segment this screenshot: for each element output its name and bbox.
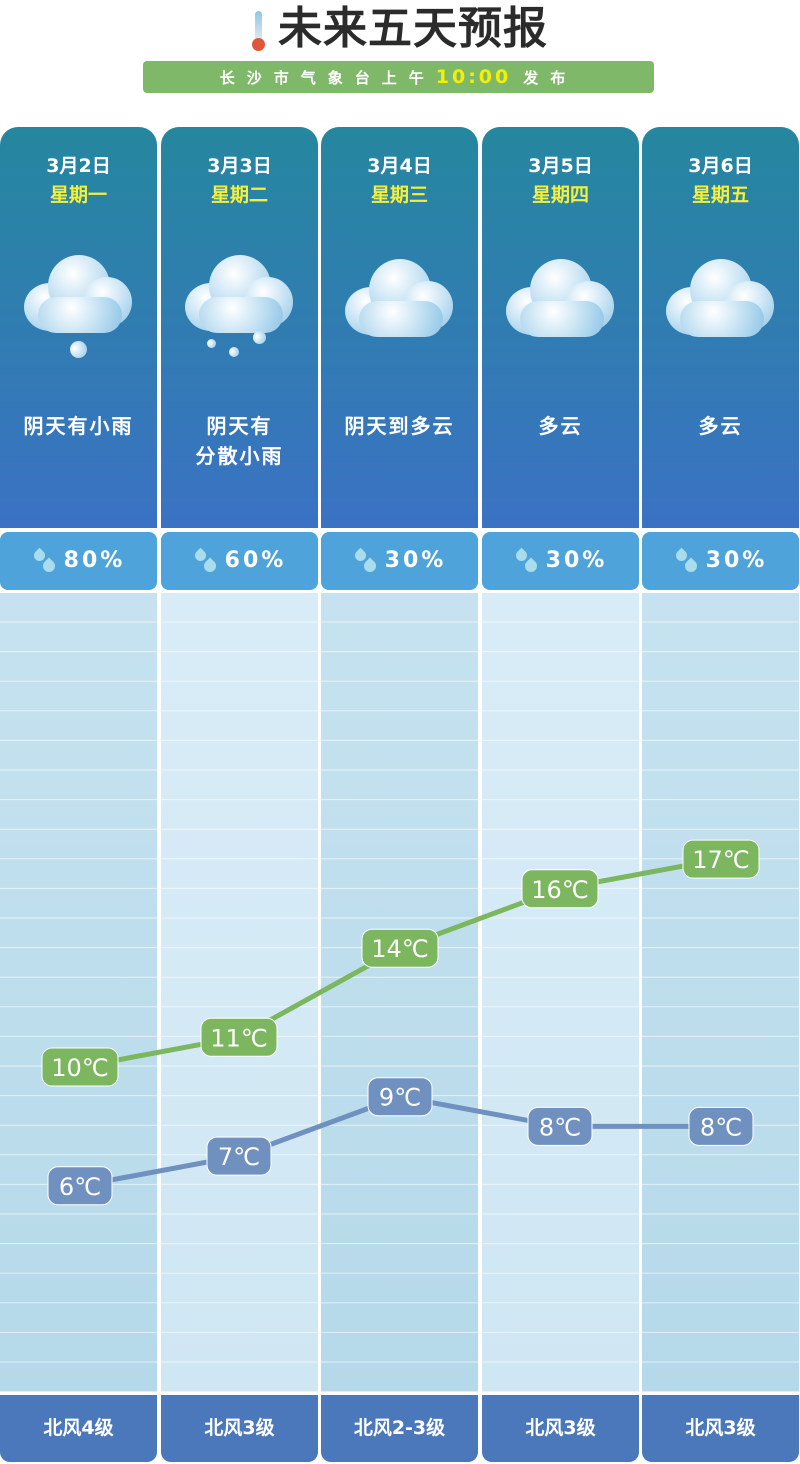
subtitle-suffix: 发布: [523, 69, 578, 87]
high-temp-badge: [200, 1017, 278, 1057]
low-temp-badge: [527, 1106, 593, 1146]
precip-value: 30%: [705, 548, 768, 573]
precipitation-chance: 80%: [0, 532, 157, 590]
high-temp-badge: [41, 1047, 119, 1087]
date: 3月4日: [367, 155, 432, 177]
weather-line: 分散小雨: [195, 444, 284, 468]
wind-forecast: 北风3级: [161, 1395, 318, 1462]
cloud-rain-icon: [23, 255, 134, 362]
weather-line: 阴天有小雨: [23, 414, 134, 438]
high-temp-badge: [361, 928, 439, 968]
precipitation-chance: 30%: [321, 532, 478, 590]
weather-description: 阴天有 分散小雨: [161, 411, 318, 471]
precipitation-chance: 60%: [161, 532, 318, 590]
wind-forecast: 北风3级: [482, 1395, 639, 1462]
title-text: 未来五天预报: [278, 3, 548, 54]
precip-value: 80%: [63, 548, 126, 573]
high-temp-label: 17℃: [692, 846, 750, 874]
high-temp-badge: [521, 869, 599, 909]
precip-value: 60%: [224, 548, 287, 573]
wind-forecast: 北风2-3级: [321, 1395, 478, 1462]
date: 3月2日: [46, 155, 111, 177]
release-time: 10:00: [435, 66, 512, 88]
subtitle-prefix: 长沙市气象台上午: [219, 69, 436, 87]
subtitle-banner: 长沙市气象台上午10:00 发布: [143, 61, 654, 93]
precipitation-chance: 30%: [642, 532, 799, 590]
plot-column: [321, 593, 478, 1392]
weekday: 星期二: [210, 184, 268, 206]
weather-line: 阴天有: [206, 414, 273, 438]
weather-description: 阴天有小雨: [0, 411, 157, 441]
cloud-icon: [505, 259, 616, 339]
weather-line: 阴天到多云: [344, 414, 455, 438]
cloud-scattered-rain-icon: [184, 255, 295, 360]
weekday: 星期三: [370, 184, 428, 206]
weather-line: 多云: [538, 414, 583, 438]
wind-forecast: 北风3级: [642, 1395, 799, 1462]
cloud-icon: [344, 259, 455, 339]
wind-forecast: 北风4级: [0, 1395, 157, 1462]
plot-column: [161, 593, 318, 1392]
day-card: 3月6日 星期五 多云: [642, 127, 799, 528]
weather-description: 多云: [642, 411, 799, 441]
weekday: 星期五: [691, 184, 749, 206]
high-temp-label: 14℃: [371, 935, 429, 963]
day-card: 3月4日 星期三 阴天到多云: [321, 127, 478, 528]
weekday: 星期四: [531, 184, 589, 206]
high-temp-label: 16℃: [531, 876, 589, 904]
day-card: 3月5日 星期四 多云: [482, 127, 639, 528]
date: 3月5日: [528, 155, 593, 177]
weekday: 星期一: [49, 184, 107, 206]
precipitation-chance: 30%: [482, 532, 639, 590]
plot-column: [642, 593, 799, 1392]
weather-description: 多云: [482, 411, 639, 441]
day-card: 3月3日 星期二 阴天有分散小雨: [161, 127, 318, 528]
thermometer-icon: [252, 11, 265, 51]
precip-value: 30%: [384, 548, 447, 573]
low-temp-label: 6℃: [59, 1173, 101, 1201]
cloud-icon: [665, 259, 776, 339]
plot-column: [482, 593, 639, 1392]
low-temp-label: 8℃: [539, 1113, 581, 1141]
weather-line: 多云: [698, 414, 743, 438]
low-temp-badge: [688, 1106, 754, 1146]
plot-column: [0, 593, 157, 1392]
low-temp-label: 9℃: [379, 1084, 421, 1112]
low-temp-badge: [367, 1077, 433, 1117]
high-temp-label: 10℃: [51, 1054, 109, 1082]
low-temp-badge: [47, 1166, 113, 1206]
precip-value: 30%: [545, 548, 608, 573]
low-temp-badge: [206, 1136, 272, 1176]
date: 3月3日: [207, 155, 272, 177]
low-temp-label: 8℃: [700, 1113, 742, 1141]
date: 3月6日: [688, 155, 753, 177]
weather-description: 阴天到多云: [321, 411, 478, 441]
day-card: 3月2日 星期一 阴天有小雨: [0, 127, 157, 528]
high-temp-label: 11℃: [210, 1024, 268, 1052]
low-temp-label: 7℃: [218, 1143, 260, 1171]
high-temp-badge: [682, 839, 760, 879]
page-title: 未来五天预报: [0, 0, 800, 58]
